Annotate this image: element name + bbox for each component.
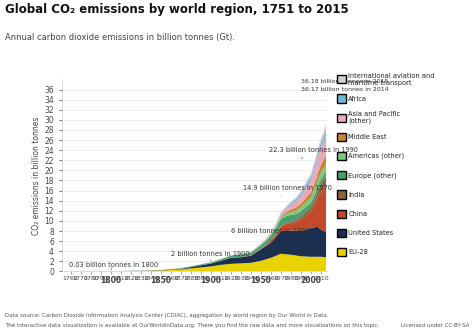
Text: The interactive data visualization is available at OurWorldinData.org. There you: The interactive data visualization is av… (5, 323, 379, 328)
Text: China: China (348, 211, 367, 217)
Text: EU-28: EU-28 (348, 249, 368, 255)
Text: 14.9 billion tonnes in 1970: 14.9 billion tonnes in 1970 (243, 185, 332, 196)
Y-axis label: CO₂ emissions in billion tonnes: CO₂ emissions in billion tonnes (32, 116, 41, 235)
Text: Americas (other): Americas (other) (348, 153, 405, 160)
Text: 6 billion tonnes in 1960: 6 billion tonnes in 1960 (231, 228, 310, 241)
Text: 2 billion tonnes in 1900: 2 billion tonnes in 1900 (171, 251, 249, 261)
Text: International aviation and
maritime transport: International aviation and maritime tran… (348, 73, 435, 86)
Text: Licensed under CC-BY-SA: Licensed under CC-BY-SA (401, 323, 469, 328)
Text: Middle East: Middle East (348, 134, 387, 140)
Text: Global CO₂ emissions by world region, 1751 to 2015: Global CO₂ emissions by world region, 17… (5, 3, 348, 16)
Text: Annual carbon dioxide emissions in billion tonnes (Gt).: Annual carbon dioxide emissions in billi… (5, 33, 235, 42)
Text: United States: United States (348, 230, 393, 236)
Text: 0.03 billion tonnes in 1800: 0.03 billion tonnes in 1800 (69, 262, 158, 270)
Text: India: India (348, 192, 365, 198)
Text: 36.17 billion tonnes in 2014: 36.17 billion tonnes in 2014 (301, 87, 389, 92)
Text: Data source: Carbon Dioxide Information Analysis Center (CDIAC), aggregation by : Data source: Carbon Dioxide Information … (5, 313, 328, 318)
Text: in Data: in Data (404, 28, 435, 37)
Text: Asia and Pacific
(other): Asia and Pacific (other) (348, 111, 401, 124)
Text: Africa: Africa (348, 96, 367, 102)
Text: 22.3 billion tonnes in 1990: 22.3 billion tonnes in 1990 (269, 147, 358, 159)
Text: Our World: Our World (398, 11, 441, 20)
Text: Europe (other): Europe (other) (348, 172, 397, 179)
Text: 36.18 billion tonnes in 2015: 36.18 billion tonnes in 2015 (301, 79, 388, 84)
